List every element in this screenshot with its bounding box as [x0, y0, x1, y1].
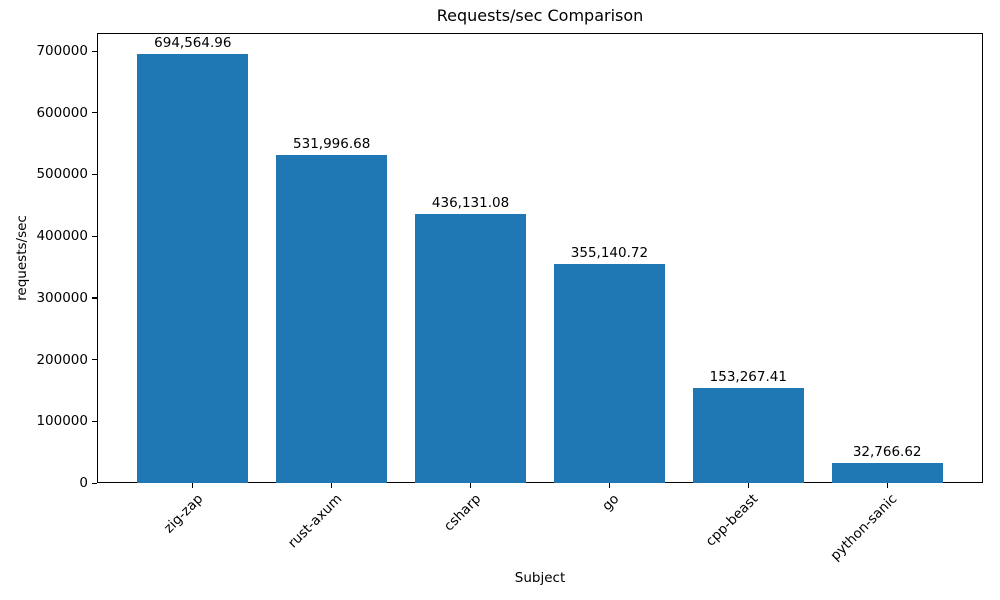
y-tick-label: 400000: [36, 228, 88, 245]
y-tick: [92, 420, 97, 422]
y-tick: [92, 173, 97, 176]
y-tick-label: 600000: [36, 104, 88, 121]
y-tick: [92, 112, 97, 114]
bar-value-label: 32,766.62: [852, 443, 922, 460]
chart-title: Requests/sec Comparison: [436, 6, 644, 25]
x-tick: [192, 483, 194, 488]
y-tick-label: 100000: [36, 413, 88, 430]
x-tick: [886, 483, 888, 488]
bar: [415, 213, 527, 483]
bar: [692, 388, 804, 483]
bar: [137, 54, 249, 483]
y-tick: [92, 297, 97, 299]
y-tick-label: 700000: [36, 43, 88, 60]
bar-value-label: 436,131.08: [431, 194, 510, 211]
y-tick: [92, 235, 97, 237]
bar: [276, 154, 388, 483]
y-axis-label: requests/sec: [14, 215, 30, 301]
bar: [553, 263, 665, 483]
x-tick: [331, 483, 333, 488]
y-tick: [92, 482, 97, 484]
y-tick-label: 500000: [36, 166, 88, 183]
y-tick-label: 200000: [36, 351, 88, 368]
y-tick-label: 300000: [36, 289, 88, 306]
x-axis-label: Subject: [514, 570, 566, 586]
bar: [831, 462, 943, 483]
bar-value-label: 355,140.72: [570, 244, 649, 261]
bar-value-label: 153,267.41: [709, 369, 787, 386]
bar-value-label: 694,564.96: [154, 35, 232, 52]
x-tick: [608, 483, 611, 488]
y-tick: [92, 359, 97, 361]
x-tick: [469, 483, 472, 488]
x-tick: [747, 483, 749, 488]
y-tick: [92, 50, 97, 52]
bar-value-label: 531,996.68: [293, 135, 371, 152]
y-tick-label: 0: [79, 475, 88, 491]
